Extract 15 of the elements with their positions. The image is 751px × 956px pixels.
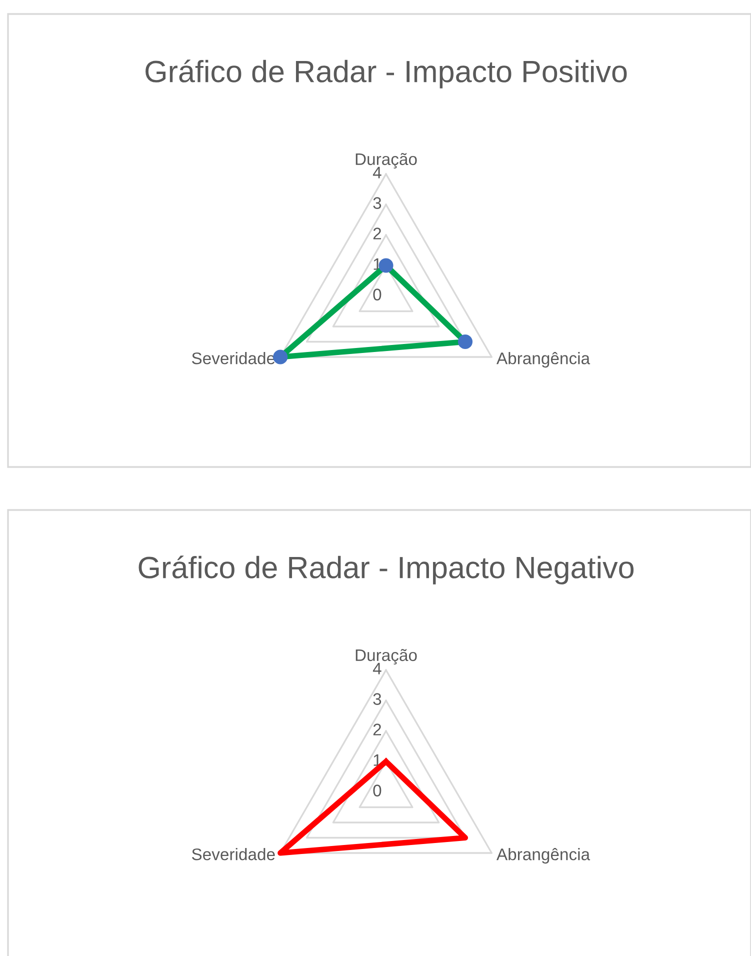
chart-title: Gráfico de Radar - Impacto Negativo [138,556,634,584]
chart-title: Gráfico de Radar - Impacto Positivo [146,60,627,88]
spoke-label: Duração [356,152,417,168]
y-tick-label: 4 [372,662,382,674]
y-tick-label: 3 [373,693,382,705]
spoke-label: Severidade [192,848,275,860]
y-tick-label: 2 [373,724,381,736]
y-tick-label: 4 [372,166,382,178]
y-tick-label: 3 [373,197,382,209]
y-tick-label: 2 [373,228,381,240]
spoke-label: Abrangência [496,848,590,864]
spoke-label: Abrangência [496,352,590,368]
y-tick-label: 0 [373,784,382,796]
y-tick-label: 0 [373,288,382,300]
spoke-label: Duração [356,648,417,664]
